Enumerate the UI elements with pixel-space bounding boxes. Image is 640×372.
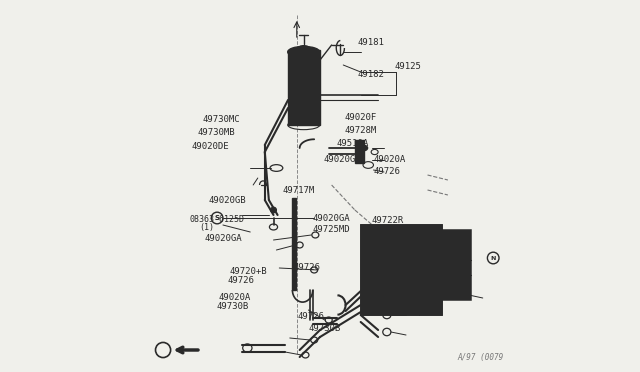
Text: 49020GA: 49020GA [205, 234, 243, 243]
Text: 49182: 49182 [357, 70, 384, 79]
Ellipse shape [288, 46, 320, 58]
Bar [361, 225, 442, 315]
Text: 49720+B: 49720+B [230, 267, 268, 276]
Text: 08363-6125D: 08363-6125D [189, 215, 244, 224]
Text: 49725MD: 49725MD [312, 225, 350, 234]
Text: 49020F: 49020F [344, 113, 376, 122]
Text: 49181: 49181 [357, 38, 384, 47]
Text: 49020A: 49020A [374, 155, 406, 164]
Ellipse shape [365, 250, 403, 280]
Text: 49020DE: 49020DE [191, 142, 229, 151]
Text: 49722R: 49722R [371, 216, 404, 225]
Text: (1): (1) [200, 223, 214, 232]
Text: 49726: 49726 [227, 276, 254, 285]
Text: 49726: 49726 [294, 263, 321, 272]
Text: 49728M: 49728M [344, 126, 376, 135]
Text: 49850M: 49850M [359, 307, 391, 316]
Text: 49020GA: 49020GA [312, 214, 350, 223]
Text: 08911-1082G: 08911-1082G [394, 269, 449, 278]
Text: 49730MC: 49730MC [203, 115, 241, 124]
Text: 49730B: 49730B [216, 302, 249, 311]
Circle shape [300, 52, 308, 60]
Ellipse shape [271, 207, 276, 213]
Text: 49510A: 49510A [337, 139, 369, 148]
Text: 49730MB: 49730MB [198, 128, 236, 137]
Bar [288, 50, 320, 125]
Text: 49726: 49726 [298, 312, 324, 321]
Text: 49836: 49836 [367, 241, 394, 250]
Text: A/97 (0079: A/97 (0079 [458, 353, 504, 362]
Text: (1): (1) [406, 278, 420, 286]
Text: 49400A: 49400A [371, 228, 404, 237]
Text: N: N [490, 256, 496, 260]
Ellipse shape [372, 256, 396, 274]
Text: 49020GB: 49020GB [209, 196, 246, 205]
Polygon shape [292, 198, 296, 290]
Bar [361, 225, 442, 315]
Bar [422, 230, 471, 300]
Ellipse shape [360, 145, 367, 151]
Polygon shape [355, 140, 364, 163]
Text: 49717M: 49717M [283, 186, 315, 195]
Text: 49020GB: 49020GB [324, 155, 362, 164]
Text: 49730B: 49730B [308, 324, 340, 333]
Text: 49125: 49125 [394, 62, 421, 71]
Text: 49020A: 49020A [219, 293, 251, 302]
Text: 49726: 49726 [374, 167, 401, 176]
Text: S: S [214, 215, 220, 221]
